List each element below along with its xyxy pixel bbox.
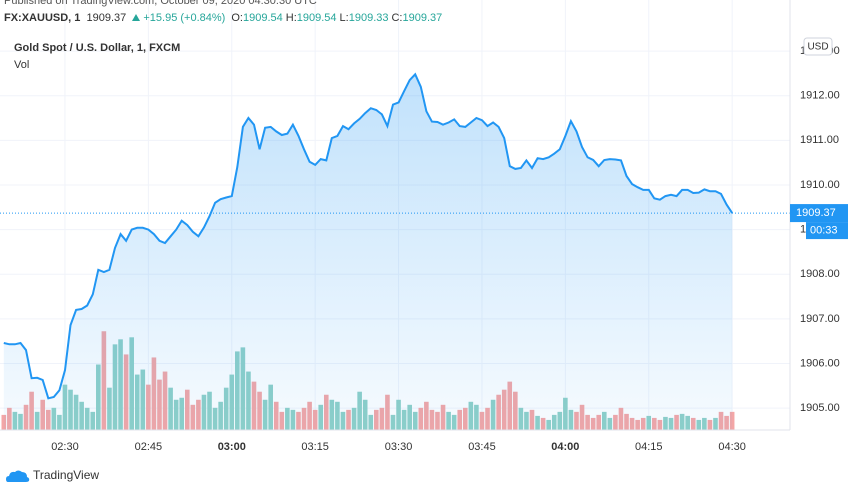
countdown-label: 00:33	[810, 224, 838, 236]
ohlc-label: C:	[391, 12, 403, 24]
brand-logo[interactable]: TradingView	[6, 468, 99, 482]
plot-area	[1, 72, 735, 430]
brand-name[interactable]: TradingView	[33, 468, 99, 482]
last-price-label: 1909.37	[796, 207, 836, 219]
ohlc-value: 1909.54	[243, 12, 283, 24]
axes-layer: 1905.001906.001907.001908.001909.001910.…	[51, 45, 848, 453]
currency-label[interactable]: USD	[807, 42, 828, 53]
x-tick-label: 03:45	[468, 441, 496, 453]
ohlc-value: 1909.54	[296, 12, 337, 24]
published-note: Published on TradingView.com, October 09…	[4, 0, 317, 7]
x-tick-label: 03:30	[385, 441, 413, 453]
currency-button[interactable]	[803, 37, 833, 56]
ohlc-label: L:	[339, 12, 349, 24]
y-tick-label: 1905.00	[800, 402, 840, 414]
countdown-box	[806, 222, 848, 240]
x-tick-label: 04:15	[635, 441, 663, 453]
ohlc-value: 1909.37	[402, 12, 443, 24]
brand-icon[interactable]	[6, 470, 30, 483]
ohlc-value: 1909.33	[348, 12, 389, 24]
y-tick-label: 1907.00	[800, 313, 840, 325]
x-tick-label: 02:30	[51, 441, 79, 453]
x-tick-label: 04:00	[551, 441, 579, 453]
y-tick-label: 1906.00	[800, 357, 840, 369]
price-change: +15.95 (+0.84%)	[143, 12, 226, 24]
symbol-row: FX:XAUUSD, 1 1909.37 +15.95 (+0.84%) O:1…	[4, 11, 448, 25]
ohlc-label: O:	[231, 12, 243, 24]
ohlc: O:1909.54 H:1909.54 L:1909.33 C:1909.37	[231, 12, 445, 24]
y-tick-label: 1912.00	[800, 90, 840, 102]
area-fill	[3, 74, 733, 430]
symbol: FX:XAUUSD, 1	[4, 12, 81, 24]
last-price: 1909.37	[86, 12, 127, 24]
y-tick-label: 1910.00	[800, 179, 840, 191]
up-arrow	[132, 14, 141, 22]
x-tick-label: 02:45	[135, 441, 163, 453]
x-tick-label: 04:30	[718, 441, 746, 453]
legend-entry: Vol	[14, 59, 29, 71]
x-tick-label: 03:15	[301, 441, 329, 453]
legend-entry: Gold Spot / U.S. Dollar, 1, FXCM	[14, 42, 180, 54]
y-tick-label: 1908.00	[800, 268, 840, 280]
x-tick-label: 03:00	[218, 441, 246, 453]
price-line	[3, 72, 734, 400]
ohlc-label: H:	[285, 12, 297, 24]
y-tick-label: 1911.00	[800, 134, 839, 146]
last-price-box	[790, 204, 848, 223]
header: Published on TradingView.com, October 09…	[4, 0, 448, 25]
